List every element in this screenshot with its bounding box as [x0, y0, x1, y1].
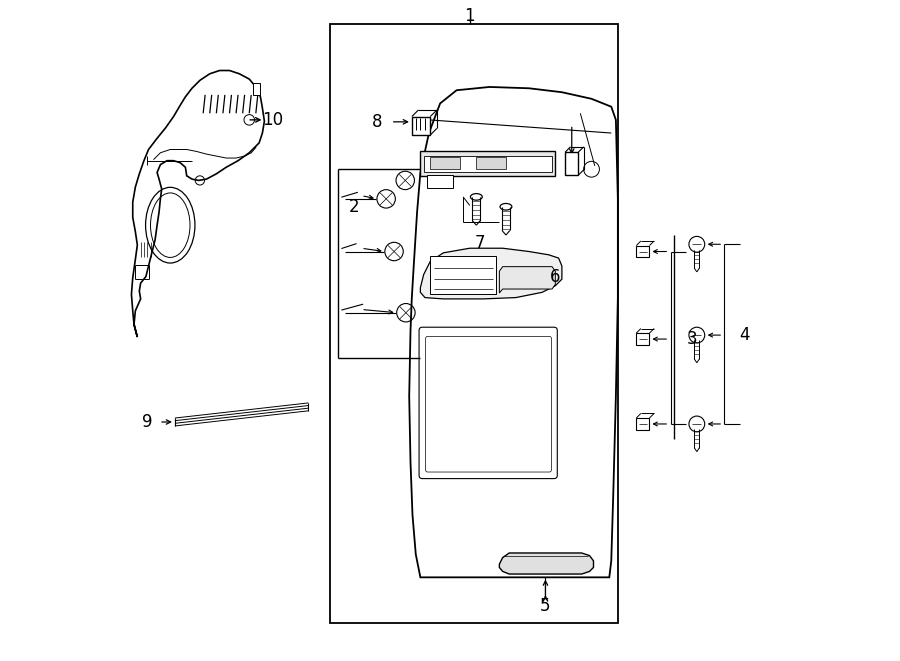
Bar — [424, 156, 552, 172]
Text: 2: 2 — [349, 198, 360, 215]
Bar — [412, 116, 430, 135]
Text: 5: 5 — [540, 597, 551, 615]
Circle shape — [688, 416, 705, 432]
Polygon shape — [500, 266, 555, 293]
Text: 8: 8 — [373, 113, 382, 131]
FancyBboxPatch shape — [426, 336, 552, 472]
Text: 3: 3 — [687, 330, 698, 348]
Polygon shape — [420, 249, 562, 299]
Text: 4: 4 — [740, 326, 750, 344]
Text: 7: 7 — [474, 234, 485, 252]
Text: 9: 9 — [142, 413, 152, 431]
Bar — [636, 418, 650, 430]
Bar — [330, 24, 617, 623]
Text: 1: 1 — [464, 7, 475, 25]
Text: 10: 10 — [262, 111, 283, 129]
Bar — [565, 152, 579, 175]
Bar — [636, 246, 650, 257]
Bar — [430, 256, 496, 294]
Polygon shape — [131, 71, 265, 337]
Circle shape — [688, 237, 705, 253]
Bar — [427, 175, 454, 188]
Bar — [636, 333, 650, 345]
Bar — [476, 157, 506, 169]
Polygon shape — [500, 553, 593, 574]
Bar — [420, 151, 555, 176]
Bar — [253, 83, 260, 95]
Polygon shape — [410, 87, 617, 577]
Circle shape — [688, 327, 705, 343]
Text: 6: 6 — [550, 268, 561, 286]
FancyBboxPatch shape — [419, 327, 557, 479]
Bar — [430, 157, 460, 169]
